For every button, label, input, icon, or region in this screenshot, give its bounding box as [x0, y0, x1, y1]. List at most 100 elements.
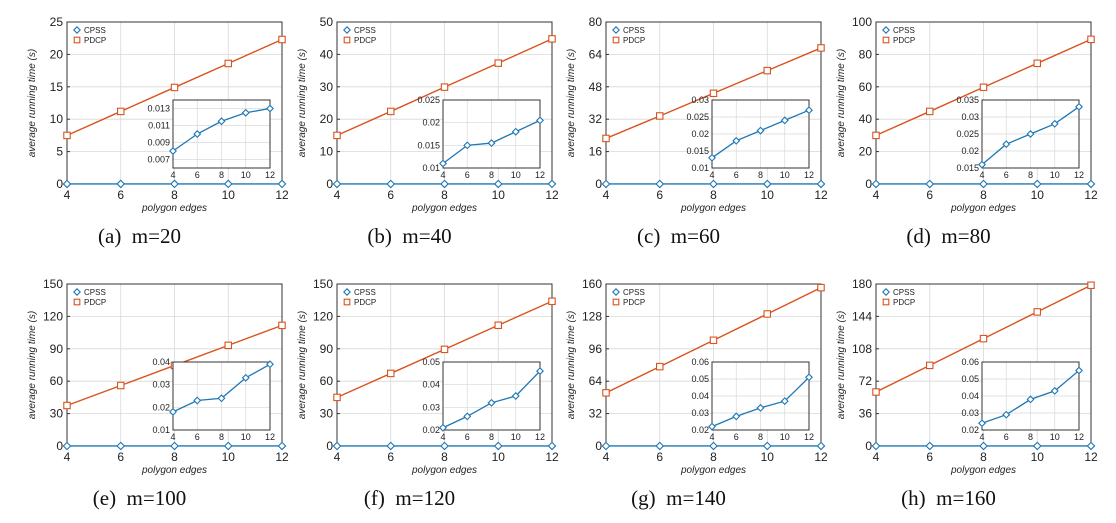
x-tick-label: 12 — [1084, 188, 1098, 202]
x-tick-label: 4 — [64, 188, 71, 202]
legend-marker-cpss — [73, 288, 81, 296]
inset-data-point — [439, 159, 447, 168]
inset-x-tick-label: 12 — [1074, 170, 1084, 180]
data-point-pdcp — [387, 369, 395, 378]
y-tick-label: 0 — [865, 439, 872, 453]
data-point-pdcp — [709, 336, 718, 345]
x-tick-label: 6 — [656, 450, 663, 464]
line-chart: 4 6 8 10 12 0 5 10 15 20 25 polygon edges average ru… — [27, 15, 289, 214]
subfigure-caption: (c) m=60 — [637, 224, 720, 248]
inset-data-point — [1026, 130, 1035, 138]
legend-label: CPSS — [623, 288, 645, 297]
data-point-pdcp — [117, 107, 125, 116]
data-point-cpss — [816, 179, 826, 189]
inset-y-tick-label: 0.013 — [147, 104, 170, 114]
data-point-pdcp — [926, 107, 934, 116]
x-tick-label: 6 — [926, 450, 933, 464]
data-point-pdcp — [333, 393, 341, 402]
inset-y-tick-label: 0.04 — [691, 391, 709, 401]
data-point-cpss — [277, 179, 287, 189]
legend-label: CPSS — [84, 288, 106, 297]
inset-x-tick-label: 6 — [465, 432, 470, 442]
legend-label: CPSS — [354, 26, 376, 35]
inset-data-point — [1075, 366, 1083, 375]
data-point-pdcp — [602, 389, 610, 397]
y-tick-label: 15 — [50, 80, 64, 94]
legend-label: CPSS — [893, 288, 915, 297]
inset-x-tick-label: 4 — [170, 432, 175, 442]
x-tick-label: 4 — [334, 188, 341, 202]
data-point-cpss — [1086, 179, 1096, 189]
y-tick-label: 10 — [50, 112, 64, 126]
x-tick-label: 8 — [171, 450, 178, 464]
y-tick-label: 40 — [320, 47, 334, 61]
inset-x-tick-label: 10 — [511, 170, 521, 180]
y-tick-label: 0 — [326, 439, 333, 453]
legend-label: PDCP — [623, 36, 645, 45]
chart-panel: 4 6 8 10 12 0 30 60 90 120 150 polygon edges average… — [0, 262, 289, 523]
x-tick-label: 8 — [980, 450, 987, 464]
data-point-cpss — [709, 441, 718, 451]
subfigure-caption: (b) m=40 — [367, 224, 452, 248]
inset-y-tick-label: 0.04 — [422, 380, 440, 390]
y-tick-label: 0 — [595, 439, 602, 453]
inset-x-tick-label: 4 — [979, 432, 984, 442]
data-point-pdcp — [548, 297, 556, 306]
legend-marker-pdcp — [882, 298, 890, 306]
inset-frame — [442, 99, 541, 169]
inset-x-tick-label: 4 — [709, 432, 714, 442]
inset-y-tick-label: 0.05 — [422, 357, 440, 367]
line-chart: 4 6 8 10 12 0 10 20 30 40 50 polygon edges average r… — [297, 15, 559, 214]
y-tick-label: 64 — [589, 47, 603, 61]
y-tick-label: 60 — [859, 80, 873, 94]
inset-data-point — [978, 160, 986, 169]
x-axis-label: polygon edges — [950, 465, 1016, 476]
data-point-cpss — [493, 441, 503, 451]
inset-frame — [981, 361, 1080, 431]
inset-data-point — [511, 392, 520, 400]
inset-data-point — [241, 373, 250, 382]
y-tick-label: 0 — [326, 177, 333, 191]
inset-y-tick-label: 0.06 — [961, 357, 979, 367]
inset-y-tick-label: 0.06 — [691, 357, 709, 367]
x-tick-label: 10 — [1031, 188, 1045, 202]
y-tick-label: 50 — [320, 15, 334, 29]
data-point-cpss — [925, 179, 935, 189]
x-tick-label: 12 — [275, 450, 289, 464]
y-tick-label: 80 — [589, 15, 603, 29]
inset-y-tick-label: 0.025 — [956, 129, 979, 139]
inset-y-tick-label: 0.03 — [152, 380, 170, 390]
x-tick-label: 12 — [545, 450, 559, 464]
data-point-pdcp — [656, 362, 664, 371]
y-axis-label: average running time (s) — [27, 311, 38, 419]
legend-label: CPSS — [893, 26, 915, 35]
legend-marker-cpss — [343, 288, 351, 296]
data-point-cpss — [440, 179, 449, 189]
data-point-cpss — [979, 179, 988, 189]
inset-data-point — [217, 117, 226, 126]
inset-x-tick-label: 6 — [1004, 170, 1009, 180]
y-tick-label: 60 — [320, 374, 334, 388]
inset-frame — [172, 99, 271, 169]
x-tick-label: 6 — [656, 188, 663, 202]
y-tick-label: 128 — [582, 309, 602, 323]
inset-data-point — [708, 153, 716, 162]
inset-chart: 4 6 8 10 12 0.02 0.03 0.04 0.05 — [422, 357, 545, 442]
legend-marker-cpss — [343, 26, 351, 34]
inset-x-tick-label: 12 — [265, 170, 275, 180]
inset-y-tick-label: 0.025 — [686, 112, 709, 122]
inset-data-point — [805, 106, 813, 115]
inset-data-point — [439, 423, 447, 432]
x-tick-label: 10 — [492, 188, 506, 202]
x-axis-label: polygon edges — [680, 203, 746, 214]
inset-x-tick-label: 8 — [489, 170, 494, 180]
x-tick-label: 10 — [222, 188, 236, 202]
